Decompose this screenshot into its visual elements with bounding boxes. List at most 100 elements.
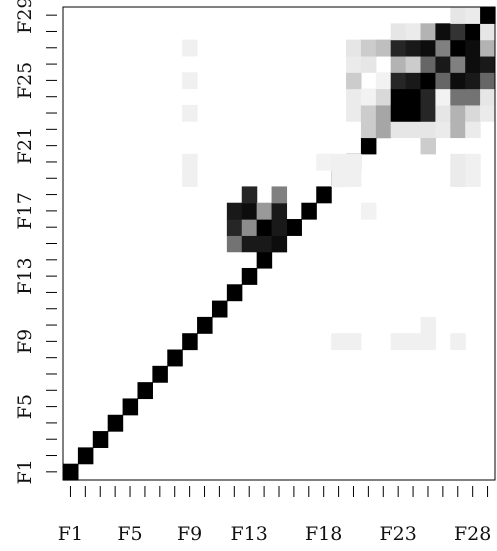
heatmap-cell <box>152 365 168 383</box>
heatmap-cell <box>480 7 495 24</box>
heatmap-cell <box>375 39 392 57</box>
heatmap-cell <box>405 72 422 90</box>
heatmap-cell <box>360 88 377 106</box>
heatmap-cell <box>450 23 466 41</box>
heatmap-cell <box>346 104 362 122</box>
heatmap-cell <box>480 104 495 122</box>
heatmap-cell <box>360 121 377 139</box>
heatmap-cell <box>480 72 495 90</box>
x-tick-label: F28 <box>454 523 491 545</box>
heatmap-cell <box>390 39 407 57</box>
heatmap-cell <box>450 88 466 106</box>
heatmap-cell <box>241 219 258 236</box>
heatmap-cell <box>420 137 437 155</box>
heatmap-cell <box>435 39 451 57</box>
heatmap-cells <box>63 7 496 481</box>
heatmap-cell <box>450 72 466 90</box>
heatmap-cell <box>182 72 198 90</box>
heatmap-cell <box>360 202 377 220</box>
heatmap-cell <box>286 219 302 236</box>
heatmap-cell <box>450 170 466 188</box>
y-tick-label: F29 <box>14 0 36 34</box>
heatmap-cell <box>420 88 437 106</box>
heatmap-cell <box>182 333 198 351</box>
heatmap-cell <box>420 104 437 122</box>
x-tick-label: F18 <box>305 523 342 545</box>
heatmap-cell <box>390 23 407 41</box>
x-tick-label: F23 <box>379 523 416 545</box>
heatmap-cell <box>256 219 273 236</box>
x-tick-label: F13 <box>231 523 268 545</box>
heatmap-cell <box>465 121 481 139</box>
heatmap-cell <box>375 104 392 122</box>
heatmap-cell <box>420 72 437 90</box>
heatmap-cell <box>241 186 258 204</box>
y-tick-label: F25 <box>14 62 36 99</box>
heatmap-cell <box>360 137 377 155</box>
heatmap-cell <box>450 153 466 171</box>
heatmap-cell <box>390 88 407 106</box>
heatmap-cell <box>271 202 288 220</box>
x-axis-ticks <box>69 486 489 497</box>
heatmap-cell <box>241 202 258 220</box>
heatmap-cell <box>450 104 466 122</box>
heatmap-cell <box>435 88 451 106</box>
heatmap-cell <box>256 251 273 269</box>
heatmap-cell <box>256 235 273 253</box>
heatmap-cell <box>405 104 422 122</box>
heatmap-cell <box>390 72 407 90</box>
heatmap-cell <box>465 55 481 73</box>
heatmap-cell <box>435 23 451 41</box>
y-tick-label: F9 <box>14 329 36 354</box>
heatmap-cell <box>360 104 377 122</box>
y-tick-label: F21 <box>14 127 36 164</box>
heatmap-cell <box>465 170 481 188</box>
heatmap-cell <box>346 170 362 188</box>
heatmap-cell <box>346 153 362 171</box>
heatmap-cell <box>226 202 243 220</box>
heatmap-cell <box>226 235 243 253</box>
heatmap-cell <box>465 72 481 90</box>
heatmap-cell <box>107 414 124 432</box>
heatmap-cell <box>390 55 407 73</box>
heatmap-cell <box>346 39 362 57</box>
heatmap-cell <box>316 153 332 171</box>
heatmap-cell <box>450 39 466 57</box>
heatmap-cell <box>465 88 481 106</box>
heatmap-cell <box>405 88 422 106</box>
heatmap-cell <box>122 398 139 416</box>
heatmap-cell <box>390 121 407 139</box>
heatmap-cell <box>465 7 481 24</box>
heatmap-cell <box>346 72 362 90</box>
y-axis-ticks <box>46 14 57 473</box>
heatmap-cell <box>465 104 481 122</box>
heatmap-cell <box>405 55 422 73</box>
heatmap-cell <box>420 39 437 57</box>
heatmap-cell <box>420 121 437 139</box>
heatmap-cell <box>197 316 213 334</box>
heatmap-cell <box>390 333 407 351</box>
heatmap-cell <box>450 121 466 139</box>
heatmap-cell <box>450 7 466 24</box>
heatmap-cell <box>435 104 451 122</box>
heatmap-cell <box>346 88 362 106</box>
heatmap-cell <box>77 447 94 465</box>
heatmap-cell <box>182 153 198 171</box>
heatmap-cell <box>271 219 288 236</box>
heatmap-cell <box>360 39 377 57</box>
heatmap-cell <box>375 88 392 106</box>
heatmap-cell <box>316 186 332 204</box>
heatmap-cell <box>271 235 288 253</box>
heatmap-cell <box>301 202 317 220</box>
plot-frame <box>62 6 496 481</box>
heatmap-cell <box>241 235 258 253</box>
heatmap-cell <box>182 170 198 188</box>
x-tick-label: F5 <box>117 523 142 545</box>
heatmap-cell <box>465 39 481 57</box>
y-axis-tick-labels: F1 F5 F9 F13 F17 F21 F25 F29 <box>14 0 36 484</box>
heatmap-cell <box>435 72 451 90</box>
heatmap-cell <box>420 23 437 41</box>
heatmap-cell <box>435 121 451 139</box>
heatmap-cell <box>480 23 495 41</box>
heatmap-cell <box>465 23 481 41</box>
